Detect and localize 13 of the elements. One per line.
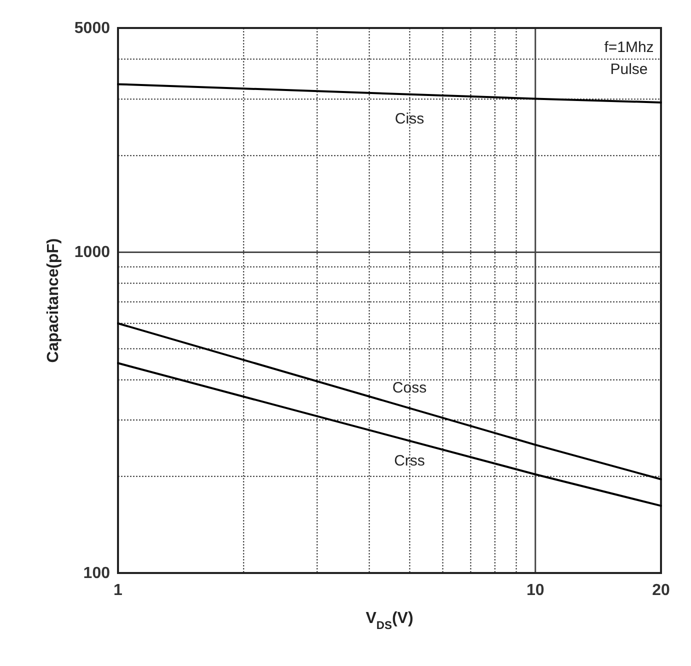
series-label: Crss: [394, 452, 425, 470]
x-tick-label: 1: [114, 582, 123, 599]
y-tick-label: 100: [83, 565, 110, 582]
x-axis-title: V$_{DS}$(V): [366, 610, 414, 632]
series-label: Ciss: [394, 110, 424, 128]
y-tick-label: 5000: [74, 20, 110, 37]
annotation: f=1Mhz: [604, 39, 654, 56]
y-axis-title: Capacitance(pF): [45, 238, 62, 363]
y-tick-label: 1000: [74, 244, 110, 262]
series-label: Coss: [392, 379, 427, 396]
x-tick-label: 10: [526, 582, 544, 599]
annotation: Pulse: [610, 61, 648, 78]
x-tick-label: 20: [652, 582, 670, 599]
